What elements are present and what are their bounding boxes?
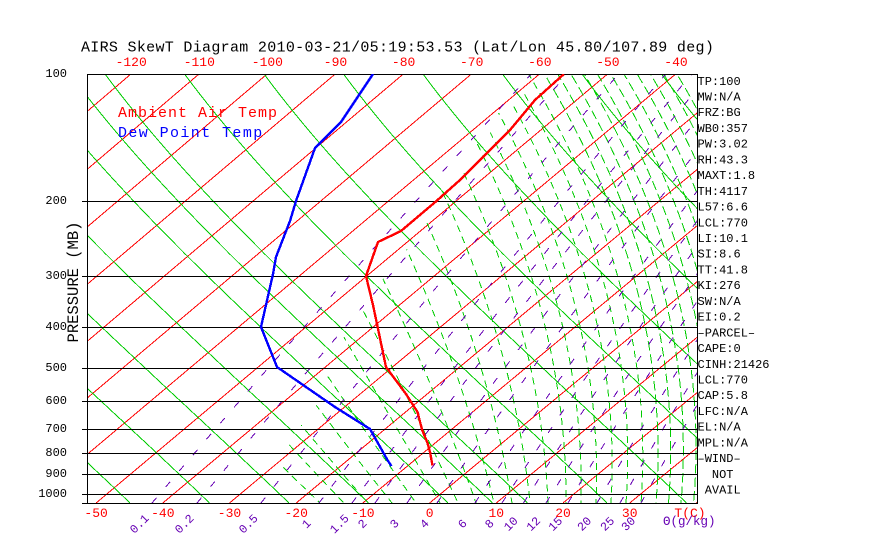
svg-text:500: 500 bbox=[45, 361, 67, 375]
svg-text:AIRS SkewT Diagram 2010-03-21/: AIRS SkewT Diagram 2010-03-21/05:19:53.5… bbox=[81, 40, 714, 57]
svg-text:PRESSURE (MB): PRESSURE (MB) bbox=[65, 222, 83, 343]
svg-text:-110: -110 bbox=[184, 55, 215, 70]
svg-text:AVAIL: AVAIL bbox=[698, 484, 741, 498]
svg-text:TT:41.8: TT:41.8 bbox=[698, 263, 748, 277]
svg-text:TP:100: TP:100 bbox=[698, 75, 741, 89]
svg-text:FRZ:BG: FRZ:BG bbox=[698, 106, 741, 120]
svg-text:MPL:N/A: MPL:N/A bbox=[698, 436, 749, 450]
svg-text:-120: -120 bbox=[116, 55, 147, 70]
svg-text:-60: -60 bbox=[528, 55, 551, 70]
svg-text:-30: -30 bbox=[218, 506, 241, 521]
svg-text:SW:N/A: SW:N/A bbox=[698, 295, 742, 309]
svg-text:30: 30 bbox=[622, 506, 638, 521]
svg-text:PW:3.02: PW:3.02 bbox=[698, 138, 748, 152]
svg-text:-50: -50 bbox=[596, 55, 619, 70]
svg-text:20: 20 bbox=[555, 506, 571, 521]
svg-text:EI:0.2: EI:0.2 bbox=[698, 311, 741, 325]
svg-text:T(C): T(C) bbox=[674, 506, 705, 521]
svg-text:0: 0 bbox=[426, 506, 434, 521]
svg-text:-80: -80 bbox=[392, 55, 415, 70]
svg-text:800: 800 bbox=[45, 446, 67, 460]
svg-text:LFC:N/A: LFC:N/A bbox=[698, 405, 749, 419]
svg-text:200: 200 bbox=[45, 194, 67, 208]
svg-text:KI:276: KI:276 bbox=[698, 279, 741, 293]
svg-text:CAP:5.8: CAP:5.8 bbox=[698, 389, 748, 403]
svg-text:Ambient Air Temp: Ambient Air Temp bbox=[118, 105, 278, 122]
svg-text:10: 10 bbox=[488, 506, 504, 521]
svg-text:L57:6.6: L57:6.6 bbox=[698, 201, 748, 215]
svg-text:WB0:357: WB0:357 bbox=[698, 122, 748, 136]
svg-text:–PARCEL–: –PARCEL– bbox=[698, 326, 756, 340]
svg-text:900: 900 bbox=[45, 467, 67, 481]
svg-text:–WIND–: –WIND– bbox=[698, 452, 741, 466]
svg-text:Θ(g/kg): Θ(g/kg) bbox=[663, 515, 716, 529]
svg-text:SI:8.6: SI:8.6 bbox=[698, 248, 741, 262]
svg-text:-50: -50 bbox=[84, 506, 107, 521]
svg-text:TH:4117: TH:4117 bbox=[698, 185, 748, 199]
svg-text:NOT: NOT bbox=[698, 468, 734, 482]
svg-text:LI:10.1: LI:10.1 bbox=[698, 232, 748, 246]
svg-text:300: 300 bbox=[45, 269, 67, 283]
svg-text:LCL:770: LCL:770 bbox=[698, 216, 748, 230]
svg-text:EL:N/A: EL:N/A bbox=[698, 421, 742, 435]
svg-text:-20: -20 bbox=[284, 506, 307, 521]
svg-text:100: 100 bbox=[45, 67, 67, 81]
svg-text:CAPE:0: CAPE:0 bbox=[698, 342, 741, 356]
svg-text:MW:N/A: MW:N/A bbox=[698, 91, 742, 105]
svg-text:MAXT:1.8: MAXT:1.8 bbox=[698, 169, 756, 183]
svg-text:-10: -10 bbox=[351, 506, 374, 521]
svg-text:400: 400 bbox=[45, 320, 67, 334]
svg-text:Dew Point Temp: Dew Point Temp bbox=[118, 125, 264, 142]
svg-text:-40: -40 bbox=[664, 55, 687, 70]
svg-text:-70: -70 bbox=[460, 55, 483, 70]
svg-text:-90: -90 bbox=[324, 55, 347, 70]
svg-text:CINH:21426: CINH:21426 bbox=[698, 358, 770, 372]
svg-text:-40: -40 bbox=[151, 506, 174, 521]
svg-text:600: 600 bbox=[45, 394, 67, 408]
svg-text:1000: 1000 bbox=[38, 487, 67, 501]
svg-text:700: 700 bbox=[45, 422, 67, 436]
svg-text:-100: -100 bbox=[252, 55, 283, 70]
svg-text:RH:43.3: RH:43.3 bbox=[698, 153, 748, 167]
svg-text:LCL:770: LCL:770 bbox=[698, 374, 748, 388]
